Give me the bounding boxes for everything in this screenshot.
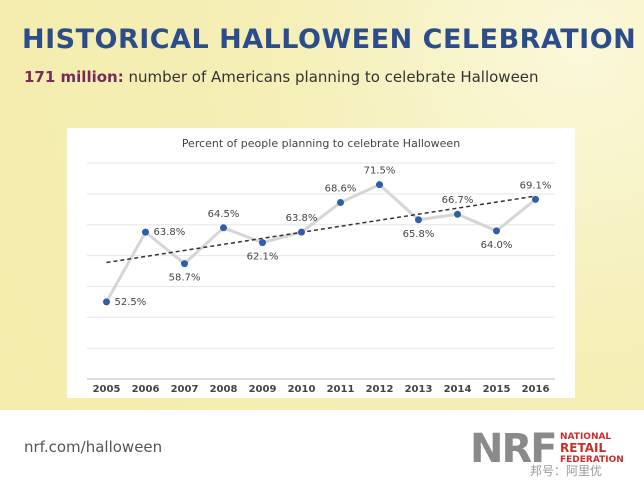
line: [105, 182, 537, 303]
point: [337, 198, 344, 206]
chart-background: [67, 128, 575, 398]
data-label: 64.5%: [208, 209, 240, 220]
x-tick-label: 2014: [444, 384, 472, 395]
data-label: 66.7%: [442, 195, 474, 206]
data-label: 69.1%: [520, 180, 552, 191]
logo-line: FEDERATION: [560, 455, 624, 465]
x-tick-label: 2007: [171, 384, 199, 395]
data-label: 63.8%: [286, 213, 318, 224]
point: [376, 181, 383, 189]
data-label: 64.0%: [481, 240, 513, 251]
data-label: 52.5%: [115, 297, 147, 308]
logo-line: NATIONAL: [560, 432, 612, 442]
point: [493, 227, 500, 235]
point: [415, 216, 422, 224]
x-tick-label: 2008: [210, 384, 238, 395]
point: [298, 228, 305, 236]
x-tick-label: 2005: [93, 384, 121, 395]
x-tick-label: 2016: [522, 384, 550, 395]
x-tick-label: 2006: [132, 384, 160, 395]
footer-url: nrf.com/halloween: [24, 438, 163, 456]
point: [454, 210, 461, 218]
chart: Percent of people planning to celebrate …: [67, 128, 575, 398]
subtitle: 171 million: number of Americans plannin…: [24, 68, 539, 86]
data-label: 68.6%: [325, 183, 357, 194]
watermark: 邦号：阿里优: [530, 464, 603, 478]
point: [142, 228, 149, 236]
point: [259, 239, 266, 247]
subtitle-text: number of Americans planning to celebrat…: [128, 68, 539, 86]
x-tick-label: 2011: [327, 384, 355, 395]
data-label: 63.8%: [154, 227, 186, 238]
x-tick-label: 2015: [483, 384, 511, 395]
page-title: HISTORICAL HALLOWEEN CELEBRATION: [22, 24, 637, 55]
data-label: 71.5%: [364, 166, 396, 177]
x-tick-label: 2009: [249, 384, 277, 395]
chart-title: Percent of people planning to celebrate …: [182, 137, 460, 150]
point: [181, 260, 188, 268]
x-tick-label: 2012: [366, 384, 394, 395]
highlight: 171 million:: [24, 68, 124, 86]
logo: NRF: [470, 426, 558, 472]
point: [220, 224, 227, 232]
x-tick-label: 2013: [405, 384, 433, 395]
trendline: [106, 195, 536, 264]
logo-text: NATIONAL RETAIL FEDERATION: [560, 432, 624, 465]
point: [532, 195, 539, 203]
logo-line: RETAIL: [560, 441, 607, 455]
data-label: 65.8%: [403, 229, 435, 240]
data-label: 58.7%: [169, 273, 201, 284]
footer: nrf.com/halloween NRF NATIONAL RETAIL FE…: [0, 410, 644, 482]
data-label: 62.1%: [247, 252, 279, 263]
point: [103, 298, 110, 306]
x-tick-label: 2010: [288, 384, 316, 395]
